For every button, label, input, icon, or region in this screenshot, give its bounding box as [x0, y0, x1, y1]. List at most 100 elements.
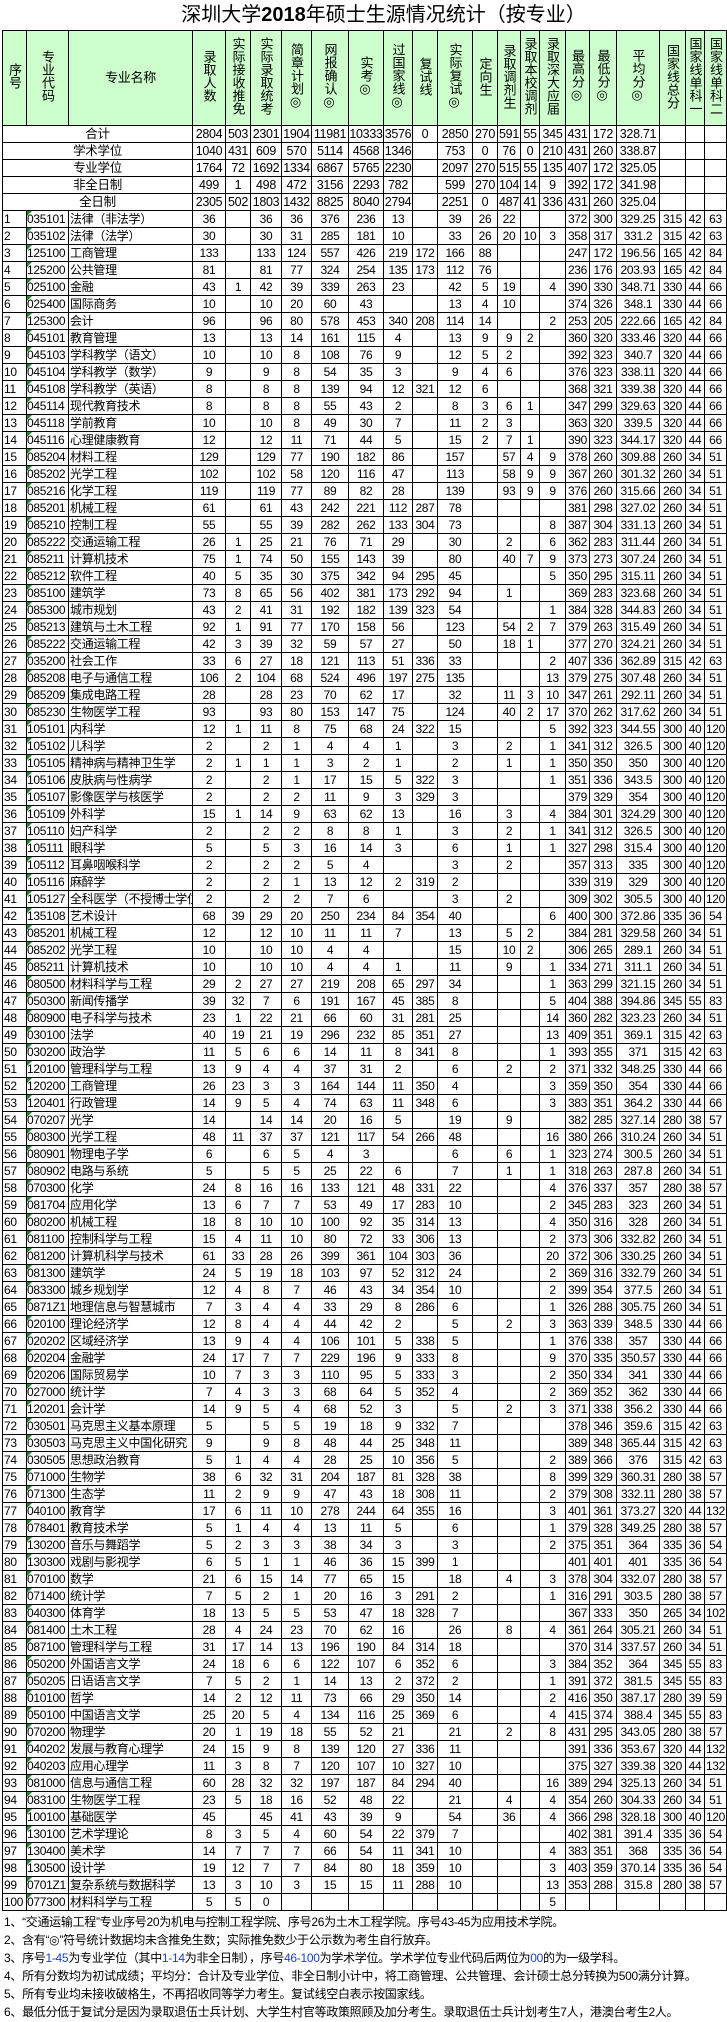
- table-cell: [520, 1077, 540, 1095]
- table-cell: 15: [437, 720, 473, 738]
- major-code: 040300: [26, 1604, 69, 1622]
- table-cell: 383: [565, 1842, 590, 1860]
- table-cell: 10: [192, 958, 226, 976]
- table-cell: 182: [348, 448, 384, 466]
- table-cell: 22: [250, 1009, 282, 1027]
- major-name: 思想政治教育: [68, 1451, 193, 1469]
- major-name: 法学: [68, 1026, 193, 1044]
- table-cell: 370: [565, 1349, 590, 1367]
- table-cell: 34: [685, 1774, 705, 1792]
- table-cell: 5: [192, 839, 226, 857]
- table-cell: 75: [311, 720, 349, 738]
- table-cell: 13: [383, 210, 413, 228]
- table-cell: 31: [281, 601, 312, 619]
- table-cell: 1: [497, 584, 521, 602]
- table-cell: 34: [685, 669, 705, 687]
- table-cell: 29: [348, 1298, 384, 1316]
- row-number: 88: [2, 1689, 27, 1707]
- table-cell: [472, 1621, 498, 1639]
- table-cell: [704, 1893, 727, 1911]
- table-cell: 80: [311, 1230, 349, 1248]
- table-row: 21 085211 计算机技术 75 1 74 50 155 143 39 80 40 7 9 373 273…: [2, 550, 727, 568]
- table-cell: 3: [472, 397, 498, 415]
- summary-label: 非全日制: [2, 176, 193, 194]
- summary-cell: 2850: [437, 125, 473, 143]
- table-cell: 2: [192, 771, 226, 789]
- table-cell: 81: [192, 261, 226, 279]
- table-cell: 339.38: [616, 380, 660, 398]
- table-cell: 327: [589, 1757, 617, 1775]
- table-cell: 9: [437, 363, 473, 381]
- table-cell: 330: [589, 278, 617, 296]
- table-cell: 83: [704, 1655, 727, 1673]
- table-cell: [520, 788, 540, 806]
- table-cell: 120: [704, 873, 727, 891]
- major-name: 控制科学与工程: [68, 1230, 193, 1248]
- table-cell: 34: [348, 1536, 384, 1554]
- table-cell: 51: [704, 1264, 727, 1282]
- summary-cell: 431: [565, 142, 590, 160]
- table-cell: 300: [659, 788, 686, 806]
- table-cell: 51: [704, 618, 727, 636]
- table-cell: 221: [348, 499, 384, 517]
- table-cell: 4: [539, 1706, 566, 1724]
- table-cell: 7: [281, 1757, 312, 1775]
- table-cell: 84: [383, 907, 413, 925]
- major-code: 085300: [26, 601, 69, 619]
- title-year: 2018: [261, 4, 306, 26]
- table-cell: 264: [589, 1621, 617, 1639]
- table-cell: 260: [659, 1247, 686, 1265]
- table-cell: 10: [539, 686, 566, 704]
- table-cell: 356: [412, 1451, 438, 1469]
- table-cell: 331: [412, 1179, 438, 1197]
- table-cell: 263: [348, 278, 384, 296]
- table-cell: 300: [659, 856, 686, 874]
- table-cell: 21: [281, 1009, 312, 1027]
- table-cell: [520, 278, 540, 296]
- table-cell: 6: [497, 1145, 521, 1163]
- table-cell: 275: [589, 669, 617, 687]
- row-number: 55: [2, 1128, 27, 1146]
- table-cell: 2: [497, 533, 521, 551]
- table-cell: 343.05: [616, 1723, 660, 1741]
- table-cell: [225, 448, 251, 466]
- row-number: 26: [2, 635, 27, 653]
- table-cell: 352: [412, 1655, 438, 1673]
- table-cell: [497, 516, 521, 534]
- table-cell: 39: [192, 992, 226, 1010]
- table-cell: 37: [311, 1060, 349, 1078]
- table-cell: 84: [704, 244, 727, 262]
- table-cell: 36: [192, 210, 226, 228]
- footnote-text: 4、所有分数均为初试成绩；平均分：合计及专业学位、非全日制小计中，将工商管理、公…: [4, 1969, 697, 1983]
- table-cell: 8: [437, 1349, 473, 1367]
- table-cell: 16: [311, 839, 349, 857]
- table-cell: 66: [704, 278, 727, 296]
- major-code: 071300: [26, 1485, 69, 1503]
- major-code: 120401: [26, 1094, 69, 1112]
- table-cell: 5: [383, 1111, 413, 1129]
- row-number: 14: [2, 431, 27, 449]
- table-cell: 1: [281, 771, 312, 789]
- major-name: 马克思主义中国化研究: [68, 1434, 193, 1452]
- table-cell: 4: [225, 1621, 251, 1639]
- table-cell: 323: [589, 720, 617, 738]
- table-cell: 110: [311, 1366, 349, 1384]
- table-cell: [497, 1026, 521, 1044]
- table-cell: 362: [565, 533, 590, 551]
- table-cell: [497, 1825, 521, 1843]
- major-code: 040202: [26, 1740, 69, 1758]
- footnote-highlight: 46-100: [284, 1951, 320, 1965]
- table-cell: [520, 1791, 540, 1809]
- table-cell: 26: [472, 210, 498, 228]
- table-cell: 300.5: [616, 1145, 660, 1163]
- table-cell: 32: [250, 1468, 282, 1486]
- summary-cell: [412, 176, 438, 194]
- table-cell: [472, 1791, 498, 1809]
- major-code: 080500: [26, 975, 69, 993]
- table-cell: [472, 1774, 498, 1792]
- table-cell: 5: [383, 1383, 413, 1401]
- table-cell: 9: [192, 1434, 226, 1452]
- table-cell: [472, 1859, 498, 1877]
- column-header-label: 国家线单科二: [708, 37, 723, 115]
- table-cell: 36: [281, 210, 312, 228]
